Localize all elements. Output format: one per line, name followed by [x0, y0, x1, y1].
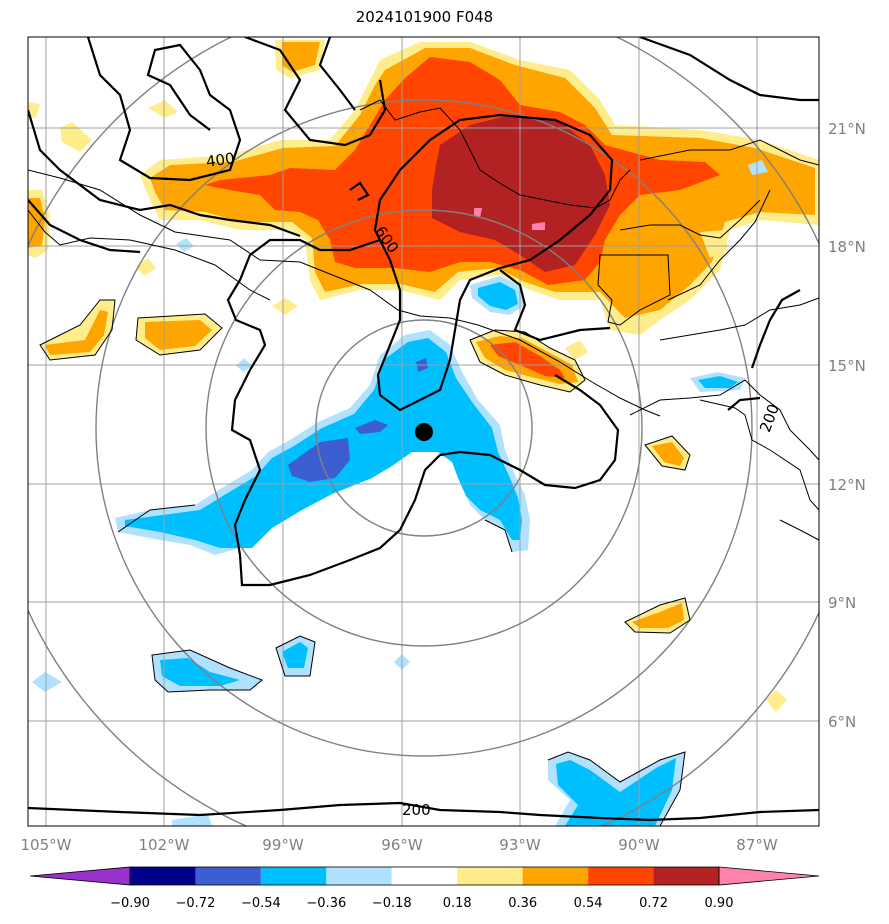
lat-label: 18°N	[828, 238, 866, 256]
lon-label: 90°W	[618, 836, 660, 854]
contour-label: 400	[205, 149, 236, 171]
positive-field-region	[490, 342, 565, 378]
colorbar-segment	[522, 867, 589, 885]
positive-field-region	[145, 320, 212, 350]
colorbar-segment	[130, 867, 196, 885]
lon-label: 102°W	[139, 836, 190, 854]
colorbar	[29, 866, 820, 886]
colorbar-tick-label: −0.54	[241, 896, 281, 911]
negative-field-region	[698, 376, 738, 388]
lat-label: 6°N	[828, 713, 856, 731]
colorbar-tick-labels: −0.90 −0.72 −0.54 −0.36 −0.18 0.18 0.36 …	[110, 896, 733, 911]
positive-field-region	[28, 102, 40, 118]
range-rings	[28, 37, 819, 826]
lon-label: 96°W	[381, 836, 423, 854]
lat-label: 12°N	[828, 476, 866, 494]
negative-field-region	[282, 642, 308, 668]
height-contours	[28, 37, 819, 822]
colorbar-tick-label: −0.18	[372, 896, 412, 911]
colorbar-frame	[129, 866, 720, 886]
colorbar-tick-label: −0.90	[110, 896, 150, 911]
map-frame	[27, 36, 820, 827]
lon-label: 99°W	[262, 836, 304, 854]
positive-field-region	[766, 690, 787, 712]
shaded-field	[28, 40, 819, 826]
negative-field-region	[478, 282, 518, 310]
positive-field-region	[632, 603, 684, 628]
positive-field-region	[45, 310, 108, 355]
negative-field-region	[32, 672, 62, 692]
colorbar-tick-label: 0.72	[639, 896, 668, 911]
lat-label: 15°N	[828, 357, 866, 375]
colorbar-tick-label: −0.72	[176, 896, 216, 911]
colorbar-extend-high	[718, 866, 820, 886]
positive-field-region	[282, 42, 320, 72]
lat-lon-grid	[28, 37, 819, 826]
positive-field-region	[136, 258, 156, 276]
negative-field-region	[748, 160, 768, 175]
colorbar-tick-label: 0.18	[443, 896, 472, 911]
lat-label: 9°N	[828, 594, 856, 612]
colorbar-tick-label: 0.54	[574, 896, 603, 911]
positive-field-region	[474, 208, 482, 218]
positive-field-region	[272, 298, 298, 315]
positive-field-region	[148, 100, 178, 118]
negative-field-region	[355, 420, 388, 434]
positive-field-region	[532, 222, 545, 230]
colorbar-segment	[457, 867, 523, 885]
storm-center-marker	[415, 423, 433, 441]
colorbar-segment	[195, 867, 261, 885]
plot-title: 2024101900 F048	[355, 8, 494, 26]
contour-label: 200	[402, 801, 431, 819]
negative-field-region	[288, 438, 350, 482]
positive-field-region	[565, 340, 588, 360]
positive-field-region	[60, 122, 92, 152]
negative-field-region	[176, 238, 194, 252]
positive-field-region	[432, 115, 610, 272]
colorbar-tick-label: 0.36	[508, 896, 537, 911]
colorbar-tick-label: 0.90	[705, 896, 734, 911]
colorbar-segment	[326, 867, 392, 885]
colorbar-segment	[588, 867, 654, 885]
lon-label: 105°W	[21, 836, 72, 854]
lon-label: 87°W	[736, 836, 778, 854]
colorbar-segment	[391, 867, 458, 885]
lon-label: 93°W	[499, 836, 541, 854]
colorbar-tick-label: −0.36	[306, 896, 346, 911]
negative-field-region	[556, 758, 676, 826]
colorbar-segment	[260, 867, 327, 885]
lat-label: 21°N	[828, 120, 866, 138]
colorbar-extend-low	[29, 866, 131, 886]
negative-field-region	[172, 814, 212, 826]
negative-field-region	[160, 658, 240, 686]
positive-field-region	[652, 442, 684, 466]
colorbar-segment	[653, 867, 719, 885]
